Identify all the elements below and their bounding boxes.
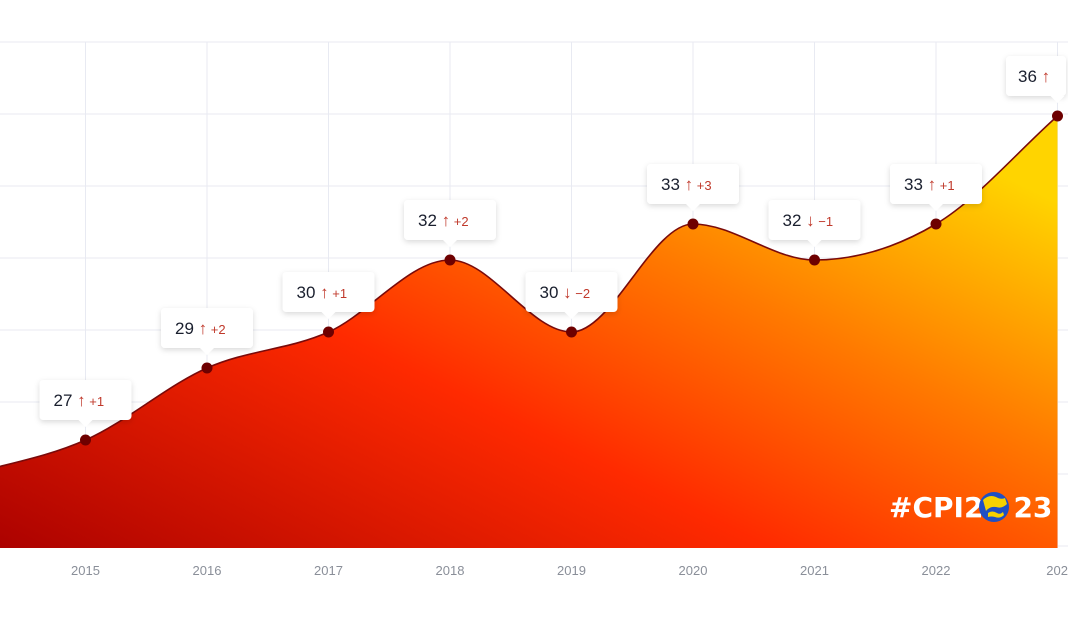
data-label-text: 36 ↑ xyxy=(1018,67,1050,86)
watermark-text-before: #CPI2 xyxy=(889,491,983,524)
x-tick-label: 2016 xyxy=(193,563,222,578)
data-label-pointer xyxy=(564,312,579,319)
data-point xyxy=(444,254,456,266)
eu-globe-icon xyxy=(979,492,1009,522)
watermark-cpi: #CPI2 23 xyxy=(889,491,1052,524)
x-tick-label: 2017 xyxy=(314,563,343,578)
data-point xyxy=(930,218,942,230)
x-tick-label: 2019 xyxy=(557,563,586,578)
data-point xyxy=(323,326,334,338)
arrow-down-icon: ↓ xyxy=(801,211,814,230)
data-labels: 27 ↑ +1 29 ↑ +2 30 ↑ +1 32 ↑ +2 30 ↓ −2 33 ↑ … xyxy=(39,56,1066,427)
data-label-callout: 29 ↑ +2 xyxy=(161,308,253,355)
data-label-callout: 33 ↑ +1 xyxy=(890,164,982,211)
data-label-box xyxy=(890,164,982,204)
data-label-box xyxy=(525,272,618,312)
x-axis-ticks: 2015 2016 2017 2018 2019 2020 2021 2022 202 xyxy=(71,563,1068,578)
data-point xyxy=(809,254,820,266)
data-label-value: 30 xyxy=(540,283,559,302)
data-label-box xyxy=(647,164,739,204)
arrow-up-icon: ↑ xyxy=(194,319,207,338)
data-label-delta: +1 xyxy=(329,286,347,301)
x-tick-label: 2021 xyxy=(800,563,829,578)
data-label-delta: +2 xyxy=(207,322,225,337)
data-label-value: 29 xyxy=(175,319,194,338)
data-label-text: 32 ↑ +2 xyxy=(418,211,469,230)
data-label-value: 33 xyxy=(904,175,923,194)
data-label-delta: +1 xyxy=(936,178,954,193)
data-label-box xyxy=(39,380,132,420)
data-label-text: 33 ↑ +1 xyxy=(904,175,955,194)
data-label-pointer xyxy=(686,204,700,211)
data-label-pointer xyxy=(1050,96,1065,103)
series-line xyxy=(0,115,1059,468)
data-label-callout: 30 ↓ −2 xyxy=(525,272,618,319)
data-label-box xyxy=(768,200,861,240)
data-label-value: 33 xyxy=(661,175,680,194)
data-label-value: 32 xyxy=(783,211,802,230)
data-label-pointer xyxy=(321,312,336,319)
arrow-up-icon: ↑ xyxy=(680,175,693,194)
arrow-up-icon: ↑ xyxy=(923,175,936,194)
data-label-callout: 32 ↑ +2 xyxy=(404,200,496,247)
watermark-text-after: 23 xyxy=(1013,491,1052,524)
data-points xyxy=(80,110,1063,446)
x-tick-label: 2022 xyxy=(922,563,951,578)
data-label-callout: 33 ↑ +3 xyxy=(647,164,739,211)
data-label-value: 27 xyxy=(54,391,73,410)
x-tick-label: 202 xyxy=(1046,563,1068,578)
data-label-value: 32 xyxy=(418,211,437,230)
data-label-box xyxy=(161,308,253,348)
data-label-text: 30 ↓ −2 xyxy=(540,283,591,302)
data-label-callout: 30 ↑ +1 xyxy=(282,272,375,319)
data-label-text: 33 ↑ +3 xyxy=(661,175,712,194)
data-label-pointer xyxy=(443,240,457,247)
data-point xyxy=(1052,110,1063,122)
arrow-up-icon: ↑ xyxy=(315,283,328,302)
x-tick-label: 2018 xyxy=(436,563,465,578)
area-fill xyxy=(0,116,1058,548)
data-label-delta: +2 xyxy=(450,214,468,229)
data-point xyxy=(201,362,213,374)
data-label-delta: −1 xyxy=(815,214,833,229)
arrow-up-icon: ↑ xyxy=(437,211,450,230)
data-label-text: 30 ↑ +1 xyxy=(297,283,348,302)
data-label-value: 36 xyxy=(1018,67,1037,86)
x-tick-label: 2020 xyxy=(679,563,708,578)
data-label-pointer xyxy=(200,348,214,355)
data-label-value: 30 xyxy=(297,283,316,302)
arrow-up-icon: ↑ xyxy=(72,391,85,410)
data-label-delta: +3 xyxy=(693,178,711,193)
data-label-callout: 32 ↓ −1 xyxy=(768,200,861,247)
data-label-text: 32 ↓ −1 xyxy=(783,211,834,230)
data-label-pointer xyxy=(807,240,822,247)
data-point xyxy=(566,326,577,338)
data-label-text: 27 ↑ +1 xyxy=(54,391,105,410)
data-label-callout: 36 ↑ xyxy=(1006,56,1066,103)
arrow-up-icon: ↑ xyxy=(1037,67,1050,86)
data-label-pointer xyxy=(929,204,943,211)
data-label-callout: 27 ↑ +1 xyxy=(39,380,132,427)
x-tick-label: 2015 xyxy=(71,563,100,578)
data-point xyxy=(80,434,91,446)
data-label-box xyxy=(1006,56,1066,96)
data-point xyxy=(687,218,699,230)
data-label-box xyxy=(404,200,496,240)
data-label-box xyxy=(282,272,375,312)
data-label-text: 29 ↑ +2 xyxy=(175,319,226,338)
data-label-delta: −2 xyxy=(572,286,590,301)
data-label-pointer xyxy=(78,420,93,427)
arrow-down-icon: ↓ xyxy=(558,283,571,302)
data-label-delta: +1 xyxy=(86,394,104,409)
